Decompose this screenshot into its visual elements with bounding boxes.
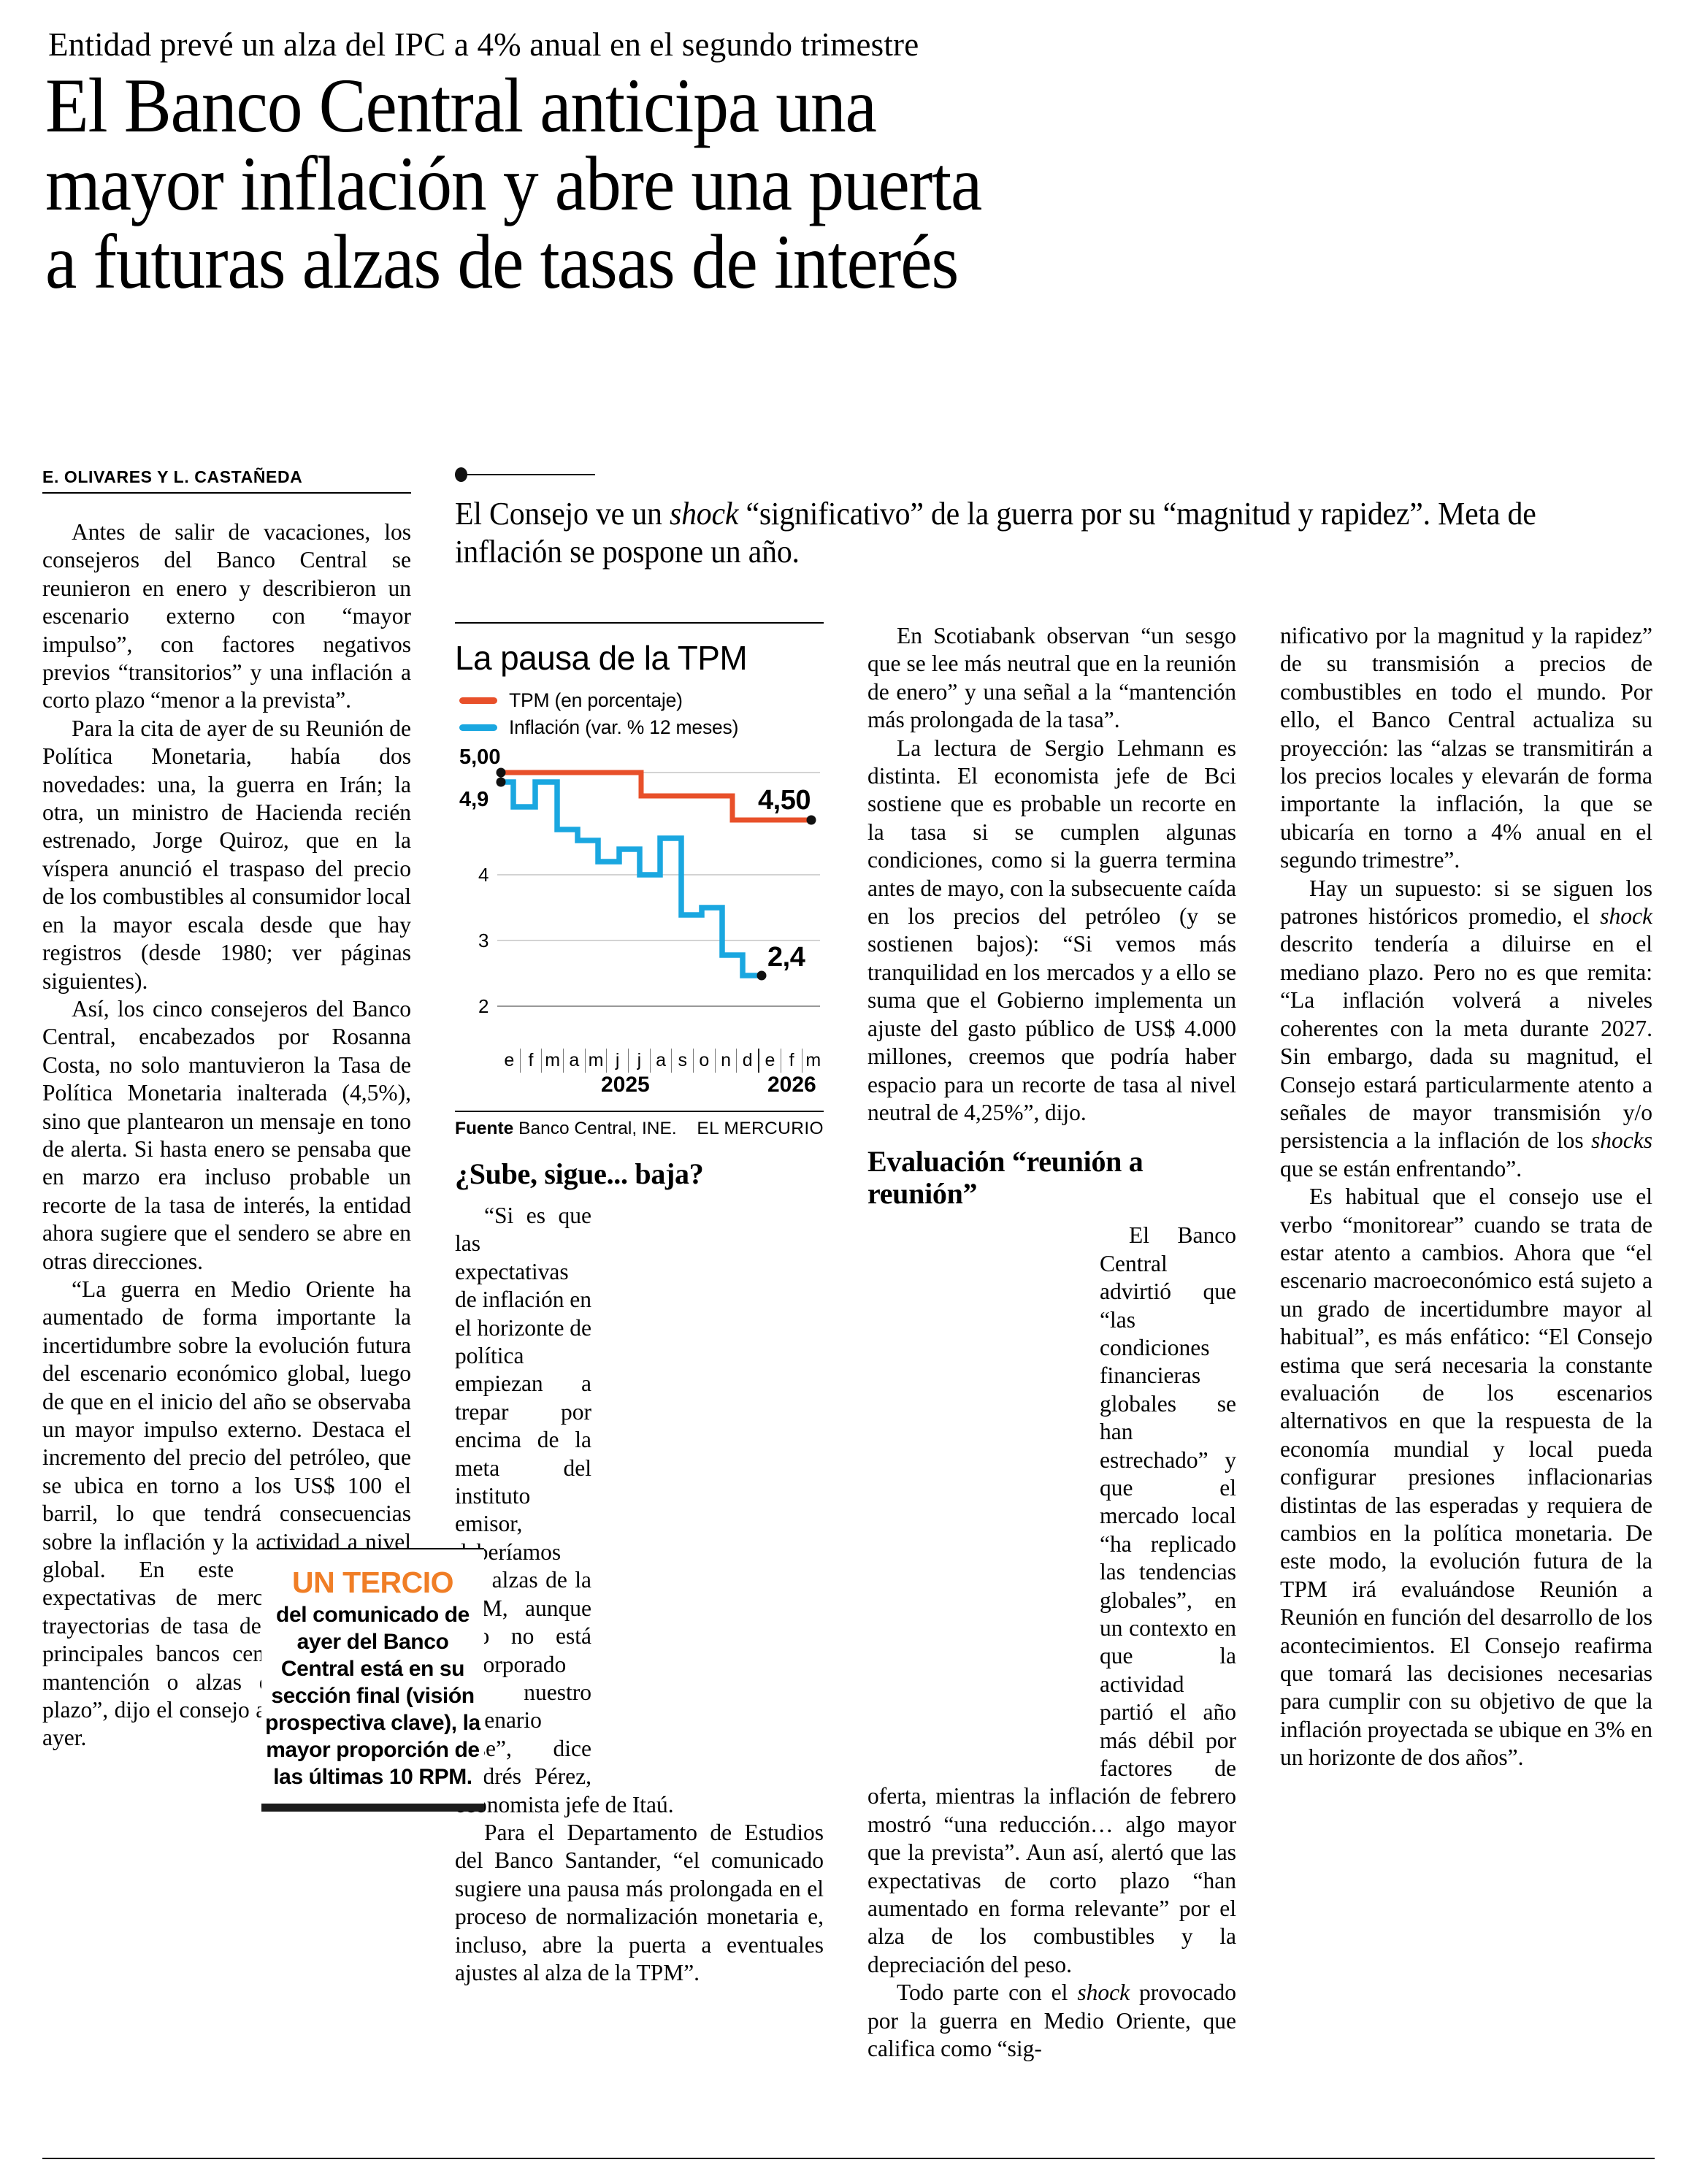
c4-p2-a: Hay un supuesto: si se siguen los patron… [1280,875,1652,930]
column-3: En Scotiabank observan “un sesgo que se … [867,622,1236,2064]
subhead-sube-sigue-baja: ¿Sube, sigue... baja? [455,1157,704,1190]
axis-label-3: 3 [478,930,489,951]
chart-legend: TPM (en porcentaje) Inflación (var. % 12… [459,689,824,739]
c1-paragraph-3: Así, los cinco consejeros del Banco Cent… [42,995,411,1274]
c4-p2-c: que se están enfrentando”. [1280,1155,1522,1181]
c3-p4-italic: shock [1077,1980,1130,2006]
axis-label-49: 4,9 [459,788,489,811]
column-2: La pausa de la TPM TPM (en porcentaje) I… [455,622,824,1987]
c3-p4-a: Todo parte con el [897,1980,1078,2006]
legend-label-inflacion: Inflación (var. % 12 meses) [509,716,739,738]
chart-x-axis-months: e f m a m j j a s o n d e f m [499,1049,824,1073]
legend-item-inflacion: Inflación (var. % 12 meses) [459,716,824,739]
chart-tpm: La pausa de la TPM TPM (en porcentaje) I… [455,622,824,1139]
c3-paragraph-4: Todo parte con el shock provocado por la… [867,1979,1236,2063]
legend-swatch-inflacion [459,724,497,731]
series-marker-tpm-end [806,815,816,825]
month-cell: a [563,1049,585,1073]
standfirst-dot-rule [455,467,1655,482]
c3-paragraph-3: El Banco Central advirtió que “las condi… [867,1222,1236,1977]
c1-paragraph-1: Antes de salir de vacaciones, los consej… [42,519,411,713]
c4-p2-b: descrito tendería a diluirse en el media… [1280,931,1652,1154]
headline-line-2: mayor inflación y abre una puerta [45,141,982,227]
subhead-evaluacion-line1: Evaluación “reunión a [867,1145,1144,1179]
horizontal-rule [467,474,595,475]
c4-paragraph-2: Hay un supuesto: si se siguen los patron… [1280,875,1652,1183]
bullet-dot-icon [455,467,467,482]
month-cell: m [802,1049,824,1073]
series-line-inflacion [501,779,762,978]
month-cell: j [628,1049,650,1073]
series-marker-tpm-start [496,767,506,778]
page-title: El Banco Central anticipa una mayor infl… [45,66,1526,301]
value-label-tpm-end: 4,50 [758,785,811,816]
c3-paragraph-2: La lectura de Sergio Lehmann es distinta… [867,735,1236,1125]
chart-source-row: Fuente Banco Central, INE. EL MERCURIO [455,1111,824,1139]
subhead-evaluacion-line2: reunión” [867,1177,978,1211]
month-cell: f [780,1049,802,1073]
month-cell: e [758,1049,781,1073]
month-cell: a [649,1049,672,1073]
c3-p4-b: provocado por la guerra en Medio Oriente… [867,1980,1236,2062]
standfirst-part2: “significativo” de la guerra por su “mag… [455,496,1536,570]
axis-label-4: 4 [478,864,489,886]
c4-paragraph-1: nificativo por la magnitud y la rapidez”… [1280,623,1652,873]
c2-paragraph-2: Para el Departamento de Estudios del Ban… [455,1819,824,1985]
standfirst-text: El Consejo ve un shock “significativo” d… [455,495,1595,571]
source-text: Fuente Banco Central, INE. [455,1119,677,1139]
month-cell: m [541,1049,563,1073]
series-marker-inflacion-start [496,777,506,787]
source-label: Fuente [455,1119,514,1138]
year-label-2025: 2025 [601,1073,650,1097]
column-4: nificativo por la magnitud y la rapidez”… [1280,622,1652,1772]
month-cell: o [693,1049,715,1073]
c4-paragraph-3: Es habitual que el consejo use el verbo … [1280,1184,1652,1771]
source-value: Banco Central, INE. [518,1119,677,1138]
pullquote-un-tercio: UN TERCIO del comunicado de ayer del Ban… [261,1548,484,1812]
chart-title: La pausa de la TPM [455,639,748,677]
headline-line-1: El Banco Central anticipa una [45,63,877,149]
pullquote-bottom-rule [261,1804,484,1812]
month-cell: e [504,1050,515,1070]
c3-paragraph-1: En Scotiabank observan “un sesgo que se … [867,623,1236,733]
series-line-tpm [501,770,811,823]
standfirst-italic: shock [669,496,739,532]
c1-paragraph-2: Para la cita de ayer de su Reunión de Po… [42,715,411,994]
chart-svg: 5,00 4,9 4 3 2 4,50 2,4 [459,746,820,1017]
month-cell: f [519,1049,542,1073]
standfirst-block: El Consejo ve un shock “significativo” d… [455,467,1655,571]
kicker: Entidad prevé un alza del IPC a 4% anual… [48,26,919,63]
pullquote-headline: UN TERCIO [292,1566,454,1599]
month-cell: j [606,1049,628,1073]
c4-p2-italic-1: shock [1600,903,1652,930]
value-label-inflacion-end: 2,4 [767,942,805,973]
subhead-evaluacion: Evaluación “reunión a reunión” [867,1146,1236,1210]
byline: E. OLIVARES Y L. CASTAÑEDA [42,467,411,494]
month-cell: m [584,1049,607,1073]
headline-line-3: a futuras alzas de tasas de interés [45,219,959,305]
legend-label-tpm: TPM (en porcentaje) [509,689,683,711]
month-cell: d [736,1049,758,1073]
legend-item-tpm: TPM (en porcentaje) [459,689,824,712]
pullquote-text: del comunicado de ayer del Banco Central… [265,1603,480,1789]
gridlines [497,772,820,1007]
month-cell: n [714,1049,737,1073]
chart-plot-area: 5,00 4,9 4 3 2 4,50 2,4 [455,743,824,1049]
series-marker-inflacion-end [756,970,767,981]
legend-swatch-tpm [459,697,497,704]
pullquote-wrap-spacer [591,1202,824,1764]
axis-label-2: 2 [478,995,489,1017]
pullquote-wrap-spacer-left [867,1222,1100,1755]
axis-label-500: 5,00 [459,746,500,769]
c4-p2-italic-2: shocks [1591,1127,1652,1154]
year-label-2026: 2026 [767,1073,816,1097]
article-body: El Consejo ve un shock “significativo” d… [42,467,1655,2133]
month-cell: s [671,1049,693,1073]
footer-rule [42,2158,1655,2159]
chart-credit: EL MERCURIO [697,1119,824,1138]
standfirst-part1: El Consejo ve un [455,496,670,532]
chart-x-axis-years: 2025 2026 [499,1073,824,1102]
